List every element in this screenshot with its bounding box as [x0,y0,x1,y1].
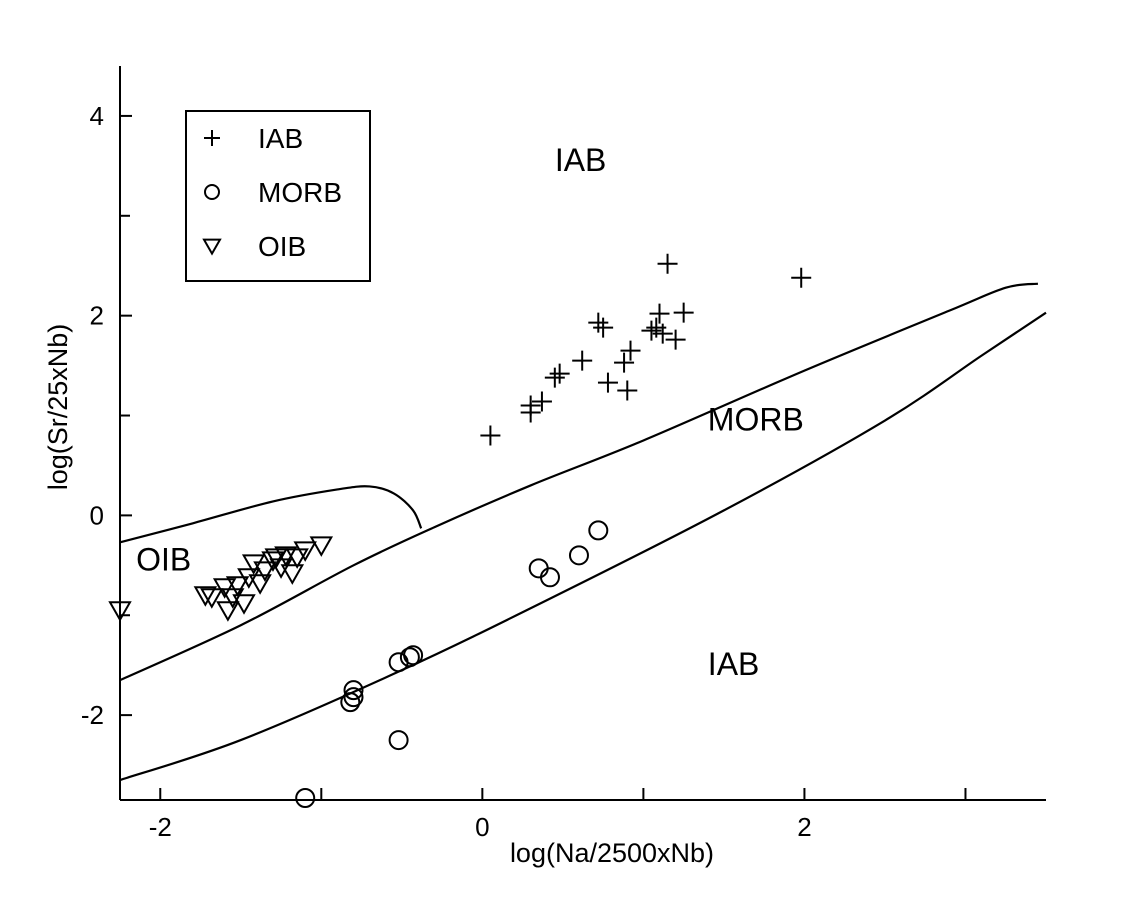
legend-label: MORB [258,177,342,208]
region-label: MORB [708,402,804,438]
oib-point [193,586,218,607]
y-axis-title: log(Sr/25xNb) [43,324,73,491]
iab-point [665,329,686,350]
y-tick-label: 2 [90,301,104,331]
region-label: OIB [136,541,191,577]
boundary-curve [119,282,1039,682]
data-points [108,253,812,809]
boundary-lines [119,282,1047,782]
oib-point [212,578,237,599]
legend: IAB MORB OIB [185,110,371,282]
oib-point [241,554,266,575]
oib-point [225,576,250,597]
legend-label: IAB [258,123,303,154]
oib-point [108,601,132,622]
morb-point [539,567,560,588]
morb-point [403,645,424,666]
legend-label: OIB [258,231,306,262]
legend-marker [204,184,220,200]
oib-point [232,594,256,615]
iab-point [597,372,618,393]
iab-point [641,320,662,341]
oib-point [309,536,334,557]
axes: -2 0 2 -2 0 2 4 [81,66,1046,842]
y-tick-label: -2 [81,700,104,730]
iab-point [649,303,670,324]
iab-point [593,317,614,338]
morb-point [343,687,364,708]
iab-point [617,380,638,401]
morb-point [399,647,420,668]
iab-point [588,312,609,333]
y-tick-label: 4 [90,101,104,131]
oib-point [261,551,285,572]
oib-point [280,564,305,585]
boundary-curve [119,485,423,544]
morb-point [340,692,361,713]
region-labels: IAB MORB OIB IAB [136,142,804,682]
boundary-curve [119,311,1047,782]
iab-point [572,350,593,371]
oib-point [216,601,240,622]
y-tick-label: 0 [90,500,104,530]
iab-point [657,253,678,274]
oib-point [253,561,277,582]
morb-point [528,558,549,579]
oib-point [293,541,317,562]
iab-point [652,323,673,344]
iab-point [614,352,635,373]
x-axis-title: log(Na/2500xNb) [510,838,714,868]
x-tick-label: 2 [797,812,811,842]
oib-point [221,588,245,609]
morb-point [343,680,364,701]
morb-point [388,730,409,751]
oib-point [200,588,224,609]
legend-marker [204,130,220,146]
axis-titles: log(Na/2500xNb) log(Sr/25xNb) [43,324,714,868]
iab-point [620,340,641,361]
legend-marker [202,238,222,256]
iab-point [544,367,565,388]
region-label: IAB [708,646,760,682]
iab-point [673,302,694,323]
x-tick-label: -2 [149,812,172,842]
region-label: IAB [555,142,607,178]
oib-point [248,574,272,595]
x-tick-label: 0 [475,812,489,842]
oib-point [237,568,261,589]
iab-point [549,363,570,384]
morb-point [588,520,609,541]
oib-point [285,548,309,569]
iab-point [531,391,552,412]
oib-point [269,558,293,579]
morb-point [568,545,589,566]
iab-point [791,267,812,288]
morb-point [295,788,316,809]
iab-point [480,425,501,446]
iab-point [520,395,541,416]
